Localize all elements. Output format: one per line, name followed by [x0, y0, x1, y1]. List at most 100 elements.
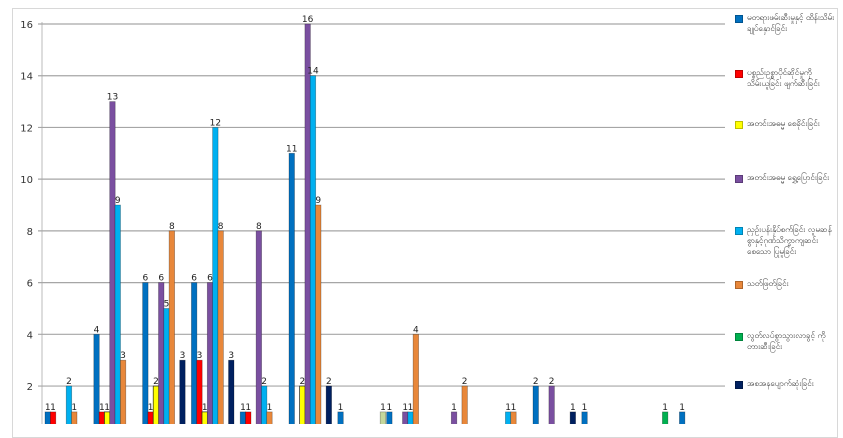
data-label: 14: [307, 67, 319, 77]
data-label: 1: [240, 403, 246, 413]
data-label: 1: [679, 403, 685, 413]
data-label: 5: [164, 299, 170, 309]
data-label: 1: [267, 403, 273, 413]
data-label: 1: [380, 403, 386, 413]
data-label: 16: [302, 15, 314, 25]
legend-label: ညှဉ်းပန်းနှိပ်စက်ခြင်း လူမဆန်စွာနှင့်ဂုဏ…: [747, 225, 832, 256]
bar: [147, 411, 154, 424]
bar: [104, 411, 111, 424]
legend-label: မတရားဖမ်းဆီးမှုနှင့် ထိန်းသိမ်းချုပ်နှော…: [747, 13, 835, 33]
bar: [168, 230, 175, 424]
bar: [49, 411, 57, 424]
bar: [379, 411, 387, 424]
bar: [569, 411, 576, 424]
bar: [179, 359, 186, 424]
legend-swatch: [735, 15, 743, 23]
data-label: 2: [533, 377, 539, 387]
bar: [679, 411, 686, 424]
legend-swatch: [735, 175, 743, 183]
bar: [228, 359, 235, 424]
bar: [532, 385, 539, 424]
data-label: 1: [148, 403, 154, 413]
bar: [261, 385, 268, 424]
legend-swatch: [735, 281, 743, 289]
data-label: 6: [207, 274, 213, 284]
bar: [299, 385, 306, 424]
data-label: 12: [210, 118, 221, 128]
data-label: 1: [451, 403, 457, 413]
legend-label: လွတ်လပ်စွာသွားလာခွင့် ကိုတားဆီးခြင်း: [747, 331, 826, 351]
data-label: 1: [50, 403, 56, 413]
legend-entry: ညှဉ်းပန်းနှိပ်စက်ခြင်း လူမဆန်စွာနှင့်ဂုဏ…: [735, 224, 835, 257]
data-label: 3: [197, 351, 203, 361]
data-label: 2: [462, 377, 468, 387]
data-label: 3: [228, 351, 234, 361]
legend-label: အစအနပျောက်ဆုံးခြင်း: [747, 379, 814, 388]
bar: [217, 230, 224, 424]
legend-entry: လွတ်လပ်စွာသွားလာခွင့် ကိုတားဆီးခြင်း: [735, 330, 835, 352]
legend-entry: အတင်းအဓမ္မ စေခိုင်းခြင်း: [735, 118, 835, 129]
bar: [245, 411, 252, 424]
bar: [548, 385, 555, 424]
bar: [206, 282, 214, 424]
legend-swatch: [735, 227, 743, 235]
data-label: 6: [158, 274, 164, 284]
legend-swatch: [735, 333, 743, 341]
legend-entry: အစအနပျောက်ဆုံးခြင်း: [735, 378, 835, 389]
y-tick-label: 10: [20, 175, 33, 186]
y-tick-label: 2: [27, 382, 33, 393]
data-label: 11: [286, 144, 297, 154]
bar: [212, 127, 219, 424]
data-label: 1: [245, 403, 251, 413]
bar: [109, 101, 116, 424]
data-label: 1: [582, 403, 588, 413]
data-label: 9: [315, 196, 321, 206]
legend-label: ပစ္စည်းဥစ္စာပိုင်ဆိုင်မှုကို သိမ်းယူခြင်…: [747, 68, 820, 88]
bar: [255, 230, 262, 424]
y-tick-label: 14: [20, 72, 33, 83]
bar: [98, 411, 105, 424]
data-label: 1: [338, 403, 344, 413]
data-label: 1: [570, 403, 576, 413]
data-label: 3: [180, 351, 186, 361]
data-label: 8: [169, 222, 175, 232]
bar: [152, 385, 160, 424]
data-label: 1: [104, 403, 110, 413]
data-label: 8: [256, 222, 262, 232]
y-tick-label: 4: [27, 330, 33, 341]
bar: [510, 411, 517, 424]
legend-swatch: [735, 70, 743, 78]
bar: [325, 385, 332, 424]
bar: [315, 204, 322, 424]
bar: [114, 204, 121, 424]
bar: [288, 152, 295, 424]
data-label: 6: [191, 274, 197, 284]
bar: [402, 411, 409, 424]
bar: [505, 411, 512, 424]
bar: [163, 308, 170, 424]
legend-label: အတင်းအဓမ္မ ရွှေ့ပြောင်းခြင်း: [747, 173, 830, 182]
legend-entry: မတရားဖမ်းဆီးမှုနှင့် ထိန်းသိမ်းချုပ်နှော…: [735, 12, 835, 34]
bar: [386, 411, 393, 424]
bar: [337, 411, 344, 424]
bar: [201, 411, 208, 424]
data-label: 1: [99, 403, 105, 413]
bar: [191, 282, 198, 424]
data-label: 13: [107, 93, 118, 103]
data-label: 1: [511, 403, 517, 413]
data-label: 1: [505, 403, 511, 413]
bar: [581, 411, 588, 424]
data-label: 3: [120, 351, 126, 361]
bar: [44, 411, 51, 424]
legend-swatch: [735, 381, 743, 389]
data-label: 1: [202, 403, 208, 413]
legend-entry: သတ်ဖြတ်ခြင်း: [735, 278, 835, 289]
bar: [93, 333, 100, 424]
bar: [412, 333, 419, 424]
y-tick-label: 6: [27, 279, 33, 290]
bar: [119, 359, 127, 424]
data-label: 1: [45, 403, 51, 413]
data-label: 2: [299, 377, 305, 387]
bar: [65, 385, 73, 424]
